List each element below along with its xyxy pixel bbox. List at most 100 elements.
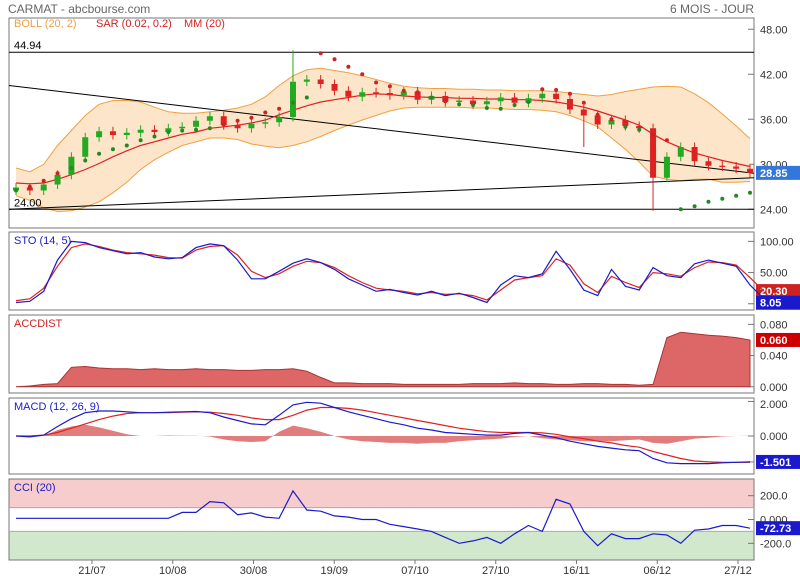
sar-dot bbox=[540, 87, 545, 92]
candle-body bbox=[26, 187, 33, 191]
y-tick-label: 42.00 bbox=[760, 69, 788, 81]
candle-body bbox=[414, 91, 421, 100]
y-tick-label: 24.00 bbox=[760, 204, 788, 216]
candle-body bbox=[40, 184, 47, 191]
sar-dot bbox=[734, 193, 739, 198]
sar-dot bbox=[41, 178, 46, 183]
candle-body bbox=[719, 165, 726, 167]
candle-body bbox=[82, 137, 89, 157]
candle-body bbox=[96, 131, 103, 138]
sar-dot bbox=[166, 130, 171, 134]
candle-body bbox=[663, 156, 670, 178]
cci-panel: 200.00.000-200.0-72.73 CCI (20) bbox=[8, 478, 800, 561]
sto-series bbox=[15, 240, 765, 304]
trend-line-up bbox=[8, 177, 755, 210]
legend-accdist: ACCDIST bbox=[14, 318, 63, 330]
sar-dot bbox=[249, 115, 254, 120]
sar-dot bbox=[581, 100, 586, 105]
sar-dot bbox=[567, 91, 572, 96]
y-tick-label: 0.000 bbox=[760, 431, 788, 443]
candle-body bbox=[650, 128, 657, 178]
candle-body bbox=[359, 92, 366, 97]
candle-body bbox=[123, 132, 130, 135]
period-label: 6 MOIS - JOUR bbox=[670, 2, 754, 16]
value-badge-label: 20.30 bbox=[760, 286, 788, 298]
y-tick-label: 50.00 bbox=[760, 268, 788, 280]
sar-dot bbox=[484, 106, 489, 110]
reference-line-label: 24.00 bbox=[14, 197, 42, 209]
candle-body bbox=[705, 161, 712, 166]
value-badge bbox=[756, 332, 800, 347]
y-tick-label: 2.000 bbox=[760, 399, 788, 411]
accdist-grid: 0.080 0.040 0.000 0.060 bbox=[748, 319, 800, 394]
candle-body bbox=[622, 120, 629, 126]
macd-series bbox=[15, 401, 751, 465]
sar-dot bbox=[623, 124, 628, 129]
macd-line bbox=[15, 401, 751, 465]
candle-body bbox=[220, 116, 227, 126]
candle-body bbox=[747, 168, 753, 173]
candle-body bbox=[317, 79, 324, 84]
sar-dot bbox=[110, 147, 115, 152]
x-tick-label: 27/12 bbox=[724, 565, 752, 577]
sar-dot bbox=[637, 127, 642, 132]
x-tick-label: 19/09 bbox=[320, 565, 348, 577]
sar-dot bbox=[554, 88, 559, 92]
y-tick-label: 36.00 bbox=[760, 114, 788, 126]
candle-body bbox=[456, 100, 463, 102]
sar-dot bbox=[498, 106, 503, 111]
y-tick-label: 0.040 bbox=[760, 351, 788, 363]
price-series: 44.94 24.00 bbox=[8, 40, 755, 213]
value-badge bbox=[756, 295, 800, 310]
candle-body bbox=[68, 156, 75, 175]
value-badge bbox=[756, 284, 800, 299]
sto-frame bbox=[8, 231, 755, 311]
candle-body bbox=[373, 92, 380, 94]
candle-body bbox=[677, 147, 684, 157]
x-tick-label: 30/08 bbox=[240, 565, 268, 577]
sar-dot bbox=[706, 199, 711, 204]
sar-dot bbox=[235, 118, 240, 123]
candle-body bbox=[262, 122, 269, 124]
bollinger-lower-line bbox=[15, 106, 751, 213]
sar-dot bbox=[692, 204, 697, 209]
trend-line-down bbox=[8, 85, 755, 174]
value-badge-label: 28.85 bbox=[760, 168, 788, 180]
sar-dot bbox=[609, 117, 614, 122]
sar-dot bbox=[194, 127, 199, 132]
candle-body bbox=[303, 79, 310, 82]
candle-body bbox=[54, 174, 61, 185]
value-badge-label: -72.73 bbox=[760, 523, 791, 535]
accdist-series bbox=[15, 331, 751, 388]
x-tick-label: 06/12 bbox=[643, 565, 671, 577]
sar-dot bbox=[415, 90, 420, 95]
legend-sto: STO (14, 5) bbox=[14, 235, 71, 247]
y-tick-label: 200.0 bbox=[760, 491, 788, 503]
sar-dot bbox=[83, 158, 88, 163]
sar-dot bbox=[720, 196, 725, 201]
sar-dot bbox=[138, 138, 143, 143]
candle-body bbox=[691, 147, 698, 162]
candle-body bbox=[345, 90, 352, 97]
x-tick-label: 16/11 bbox=[563, 565, 590, 577]
sar-dot bbox=[360, 72, 365, 77]
y-tick-label: 100.00 bbox=[760, 236, 794, 248]
sar-dot bbox=[97, 151, 102, 156]
candle-body bbox=[386, 93, 393, 96]
sar-dot bbox=[664, 138, 669, 143]
sar-dot bbox=[207, 126, 212, 131]
candle-body bbox=[497, 97, 504, 102]
sar-dot bbox=[27, 184, 32, 189]
x-tick-label: 10/08 bbox=[159, 565, 187, 577]
sar-dot bbox=[471, 103, 476, 107]
sar-dot bbox=[526, 100, 531, 104]
legend-sar: SAR (0.02, 0.2) bbox=[96, 18, 172, 30]
y-tick-label: 0.000 bbox=[760, 382, 788, 394]
x-tick-label: 07/10 bbox=[401, 565, 429, 577]
sar-dot bbox=[512, 103, 517, 107]
candle-body bbox=[733, 166, 740, 169]
sar-dot bbox=[304, 95, 309, 100]
